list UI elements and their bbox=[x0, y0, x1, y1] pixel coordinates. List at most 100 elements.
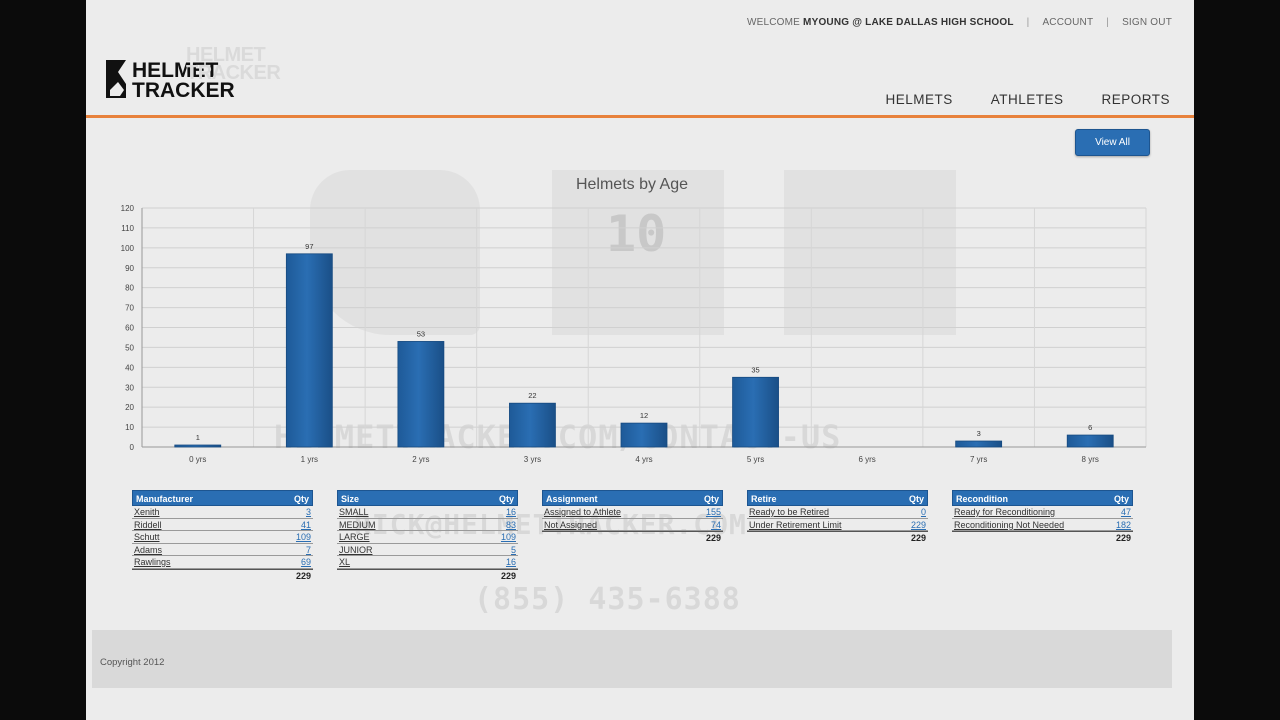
x-tick-label: 1 yrs bbox=[301, 455, 318, 464]
row-name-link[interactable]: Adams bbox=[134, 544, 163, 555]
table-row: Schutt 109 bbox=[132, 531, 313, 544]
row-qty-link[interactable]: 16 bbox=[505, 507, 516, 517]
y-tick-label: 10 bbox=[125, 423, 134, 432]
row-name-link[interactable]: JUNIOR bbox=[339, 544, 373, 555]
table-row: LARGE 109 bbox=[337, 531, 518, 544]
bar-8-yrs bbox=[1066, 434, 1114, 448]
table-title: Assignment bbox=[546, 494, 598, 504]
table-header: Recondition Qty bbox=[952, 490, 1133, 506]
table-total: 229 bbox=[952, 531, 1133, 543]
row-name-link[interactable]: XL bbox=[339, 557, 351, 567]
row-qty-link[interactable]: 7 bbox=[305, 544, 311, 555]
row-name-link[interactable]: Not Assigned bbox=[544, 519, 598, 530]
row-qty-link[interactable]: 109 bbox=[500, 532, 516, 542]
table-row: Ready for Reconditioning 47 bbox=[952, 506, 1133, 519]
row-qty-link[interactable]: 3 bbox=[305, 507, 311, 517]
logo-ghost-watermark: HELMET TRACKER bbox=[186, 44, 281, 84]
account-link[interactable]: ACCOUNT bbox=[1042, 17, 1094, 28]
row-name-link[interactable]: Schutt bbox=[134, 532, 160, 542]
nav-helmets[interactable]: HELMETS bbox=[885, 92, 953, 107]
row-name-link[interactable]: Rawlings bbox=[134, 557, 171, 567]
row-qty-link[interactable]: 69 bbox=[300, 557, 311, 567]
bar-5-yrs bbox=[732, 376, 779, 448]
table-row: Ready to be Retired 0 bbox=[747, 506, 928, 519]
sign-out-link[interactable]: SIGN OUT bbox=[1122, 17, 1172, 28]
watermark-big-number: 10 bbox=[606, 205, 667, 263]
qty-header: Qty bbox=[498, 494, 514, 504]
nav-athletes[interactable]: ATHLETES bbox=[990, 92, 1064, 107]
qty-header: Qty bbox=[703, 494, 719, 504]
row-qty-link[interactable]: 0 bbox=[920, 507, 926, 517]
chart-labels: 0 10 20 30 40 50 60 70 80 90 100 110 120 1 0 yrs 97 1 yr… bbox=[121, 204, 1099, 464]
row-name-link[interactable]: Ready for Reconditioning bbox=[954, 507, 1056, 517]
row-qty-link[interactable]: 83 bbox=[505, 519, 516, 530]
table-title: Retire bbox=[751, 494, 777, 504]
page: 10 HELMETTRACKER.COM/CONTACT-US RICK@HEL… bbox=[86, 0, 1194, 720]
row-name-link[interactable]: Under Retirement Limit bbox=[749, 519, 842, 530]
copyright-text: Copyright 2012 bbox=[100, 657, 165, 668]
header-divider bbox=[86, 115, 1194, 118]
row-name-link[interactable]: LARGE bbox=[339, 532, 370, 542]
logo-ghost-line-1: HELMET bbox=[186, 44, 266, 66]
x-tick-label: 3 yrs bbox=[524, 455, 541, 464]
table-row: Adams 7 bbox=[132, 544, 313, 556]
table-row: Under Retirement Limit 229 bbox=[747, 519, 928, 531]
table-title: Size bbox=[341, 494, 360, 504]
data-label: 1 bbox=[196, 433, 200, 442]
bar-2-yrs bbox=[397, 341, 445, 448]
bar-0-yrs bbox=[174, 444, 222, 448]
data-label: 22 bbox=[528, 391, 536, 400]
helmet-tracker-logo[interactable]: HELMET TRACKER bbox=[104, 56, 254, 104]
y-tick-label: 70 bbox=[125, 304, 134, 313]
x-tick-label: 7 yrs bbox=[970, 455, 987, 464]
row-name-link[interactable]: Riddell bbox=[134, 519, 162, 530]
x-tick-label: 2 yrs bbox=[412, 455, 429, 464]
table-title: Recondition bbox=[956, 494, 1008, 504]
nav-reports[interactable]: REPORTS bbox=[1101, 92, 1170, 107]
x-tick-label: 6 yrs bbox=[858, 455, 875, 464]
bar-3-yrs bbox=[509, 402, 556, 448]
view-all-button[interactable]: View All bbox=[1075, 129, 1150, 156]
row-name-link[interactable]: Ready to be Retired bbox=[749, 507, 830, 517]
row-name-link[interactable]: MEDIUM bbox=[339, 519, 376, 530]
row-qty-link[interactable]: 47 bbox=[1120, 507, 1131, 517]
row-name-link[interactable]: Assigned to Athlete bbox=[544, 507, 622, 517]
table-title: Manufacturer bbox=[136, 494, 194, 504]
retire-table: Retire Qty Ready to be Retired 0 Under Retir… bbox=[747, 490, 928, 543]
x-tick-label: 8 yrs bbox=[1082, 455, 1099, 464]
row-name-link[interactable]: Reconditioning Not Needed bbox=[954, 519, 1065, 530]
row-qty-link[interactable]: 5 bbox=[510, 544, 516, 555]
table-row: Rawlings 69 bbox=[132, 556, 313, 569]
table-header: Retire Qty bbox=[747, 490, 928, 506]
table-row: Xenith 3 bbox=[132, 506, 313, 519]
main-nav: HELMETS ATHLETES REPORTS bbox=[885, 92, 1170, 107]
table-total: 229 bbox=[337, 568, 518, 581]
row-qty-link[interactable]: 109 bbox=[295, 532, 311, 542]
table-row: JUNIOR 5 bbox=[337, 544, 518, 556]
row-qty-link[interactable]: 182 bbox=[1115, 519, 1131, 530]
qty-header: Qty bbox=[1113, 494, 1129, 504]
table-row: Riddell 41 bbox=[132, 519, 313, 531]
footer: Copyright 2012 bbox=[92, 630, 1172, 688]
y-tick-label: 30 bbox=[125, 383, 134, 392]
separator: | bbox=[1026, 17, 1030, 28]
y-tick-label: 0 bbox=[130, 443, 135, 452]
table-total: 229 bbox=[747, 531, 928, 543]
logo-ghost-line-2: TRACKER bbox=[186, 62, 281, 84]
recondition-table: Recondition Qty Ready for Reconditioning 47… bbox=[952, 490, 1133, 543]
data-label: 35 bbox=[751, 365, 759, 374]
row-qty-link[interactable]: 16 bbox=[505, 557, 516, 567]
table-total: 229 bbox=[132, 568, 313, 581]
row-qty-link[interactable]: 155 bbox=[705, 507, 721, 517]
data-label: 12 bbox=[640, 411, 648, 420]
y-tick-label: 80 bbox=[125, 284, 134, 293]
watermark-email: RICK@HELMETTRACKER.COM bbox=[354, 508, 747, 541]
table-header: Size Qty bbox=[337, 490, 518, 506]
row-qty-link[interactable]: 41 bbox=[300, 519, 311, 530]
row-name-link[interactable]: Xenith bbox=[134, 507, 160, 517]
data-label: 3 bbox=[977, 429, 981, 438]
qty-header: Qty bbox=[293, 494, 309, 504]
row-name-link[interactable]: SMALL bbox=[339, 507, 369, 517]
row-qty-link[interactable]: 229 bbox=[910, 519, 926, 530]
row-qty-link[interactable]: 74 bbox=[710, 519, 721, 530]
